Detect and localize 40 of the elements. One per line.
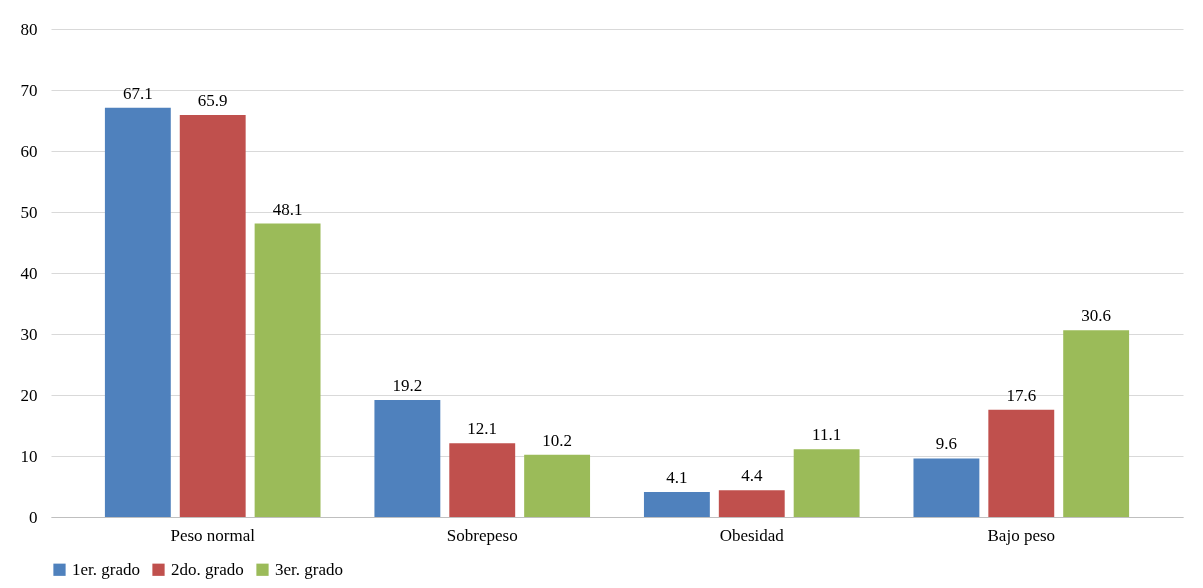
bar xyxy=(913,458,980,517)
y-tick-label: 70 xyxy=(20,80,38,100)
data-label: 10.2 xyxy=(542,430,572,450)
y-tick-label: 80 xyxy=(20,19,38,39)
data-label: 67.1 xyxy=(122,83,153,103)
legend-label: 3er. grado xyxy=(275,559,343,579)
x-tick-label: Sobrepeso xyxy=(446,525,518,545)
bar xyxy=(988,409,1055,517)
bar xyxy=(524,454,591,517)
data-label: 9.6 xyxy=(935,434,958,454)
y-tick-label: 50 xyxy=(20,202,38,222)
data-label: 4.1 xyxy=(666,467,688,487)
y-tick-label: 0 xyxy=(29,507,38,527)
data-label: 4.4 xyxy=(741,466,763,486)
bar xyxy=(793,449,860,517)
y-tick-label: 30 xyxy=(20,324,38,344)
data-label: 11.1 xyxy=(812,425,842,445)
bar xyxy=(643,491,710,517)
x-tick-label: Peso normal xyxy=(170,525,256,545)
x-tick-label: Obesidad xyxy=(719,525,785,545)
legend-label: 2do. grado xyxy=(171,559,244,579)
x-tick-label: Bajo peso xyxy=(987,525,1056,545)
data-label: 19.2 xyxy=(392,375,423,395)
bar xyxy=(374,399,441,517)
bar xyxy=(179,115,246,517)
y-tick-label: 60 xyxy=(20,141,38,161)
bar xyxy=(104,107,171,517)
data-label: 65.9 xyxy=(197,91,228,111)
bar xyxy=(449,443,516,517)
legend-label: 1er. grado xyxy=(72,559,140,579)
data-label: 12.1 xyxy=(467,419,498,439)
bar xyxy=(718,490,785,517)
data-label: 48.1 xyxy=(272,199,303,219)
bar xyxy=(1063,330,1130,517)
bar xyxy=(254,223,321,517)
y-tick-label: 20 xyxy=(20,385,38,405)
y-tick-label: 40 xyxy=(20,263,38,283)
data-label: 30.6 xyxy=(1081,306,1112,326)
y-tick-label: 10 xyxy=(20,446,38,466)
data-label: 17.6 xyxy=(1006,385,1037,405)
